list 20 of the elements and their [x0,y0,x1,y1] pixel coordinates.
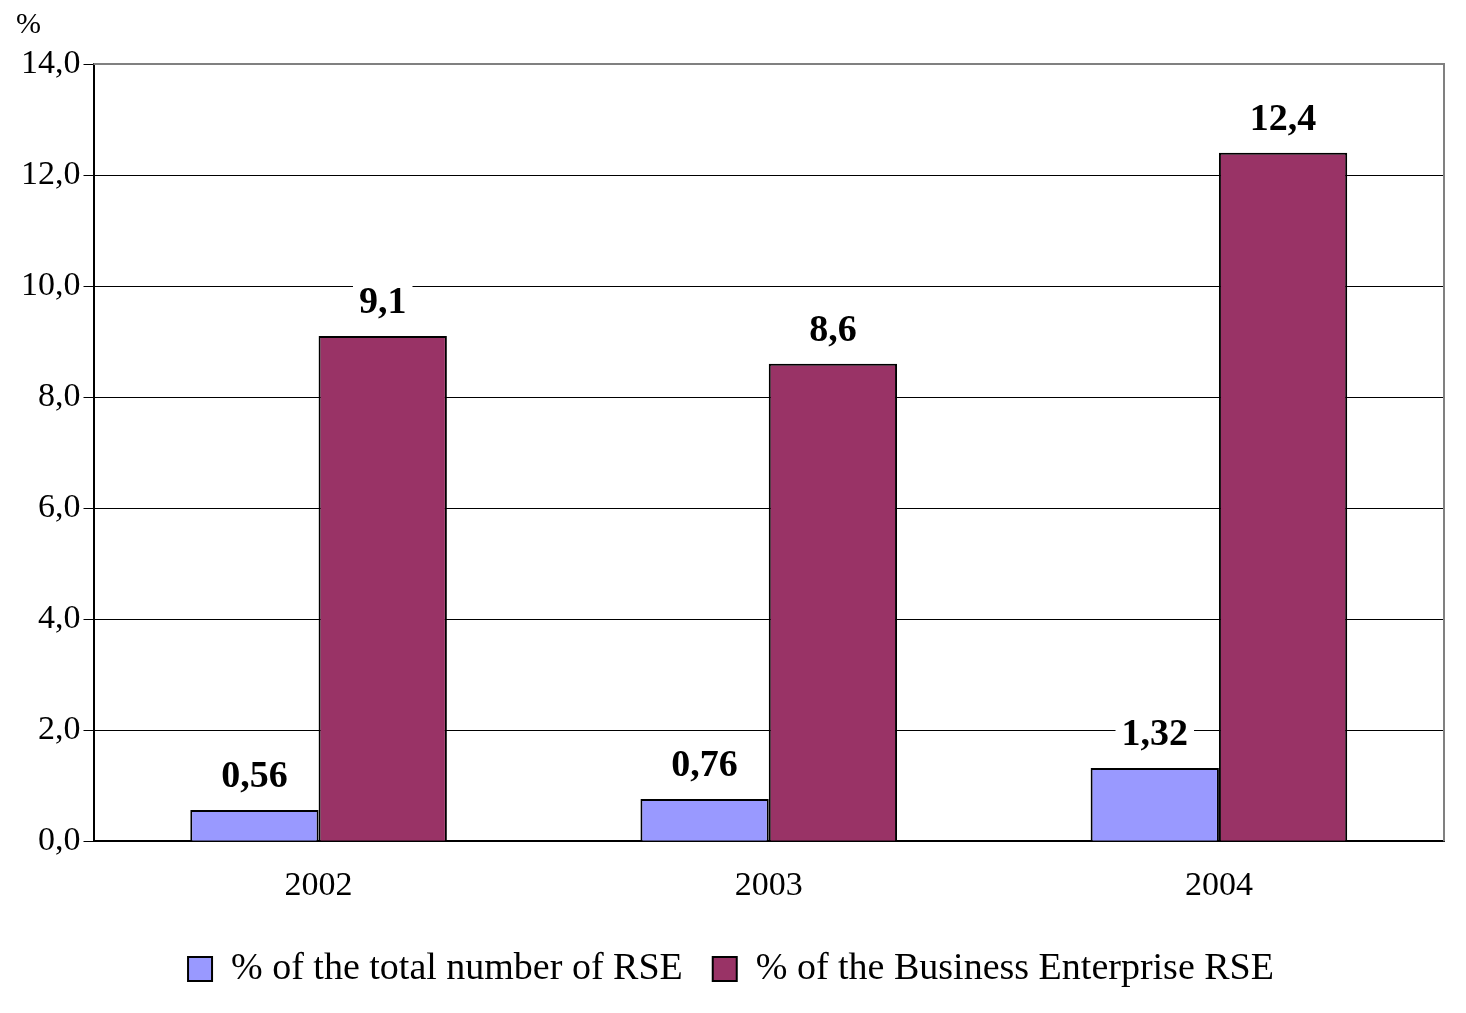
data-label: 0,76 [671,741,738,784]
x-tick-label: 2004 [1184,864,1253,902]
data-label: 12,4 [1249,95,1317,138]
y-tick-label: 4,0 [38,598,81,636]
y-axis-title: % [16,5,41,39]
legend-label: % of the total number of RSE [231,944,683,987]
data-label: 9,1 [358,278,407,321]
y-tick-label: 6,0 [38,487,81,525]
y-tick-label: 8,0 [38,376,81,414]
y-tick-label: 14,0 [21,42,81,80]
y-tick-label: 0,0 [38,820,81,858]
legend-label: % of the Business Enterprise RSE [755,944,1274,987]
y-tick-label: 2,0 [38,709,81,747]
data-label: 8,6 [809,306,857,349]
y-tick-label: 10,0 [21,264,81,302]
y-tick-label: 12,0 [21,153,81,191]
x-tick-label: 2003 [734,864,803,902]
data-label: 1,32 [1121,710,1189,753]
x-tick-label: 2002 [284,864,353,902]
data-label: 0,56 [221,752,288,795]
